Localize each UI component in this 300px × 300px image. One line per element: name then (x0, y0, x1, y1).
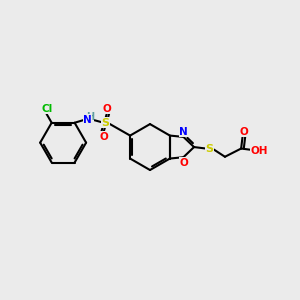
Text: N: N (179, 127, 188, 136)
Text: S: S (101, 118, 109, 128)
Text: O: O (99, 132, 108, 142)
Text: Cl: Cl (41, 104, 52, 114)
Text: O: O (102, 104, 111, 114)
Text: O: O (180, 158, 188, 167)
Text: OH: OH (251, 146, 268, 157)
Text: N: N (83, 115, 92, 125)
Text: S: S (205, 143, 213, 154)
Text: H: H (86, 112, 94, 122)
Text: O: O (239, 127, 248, 137)
